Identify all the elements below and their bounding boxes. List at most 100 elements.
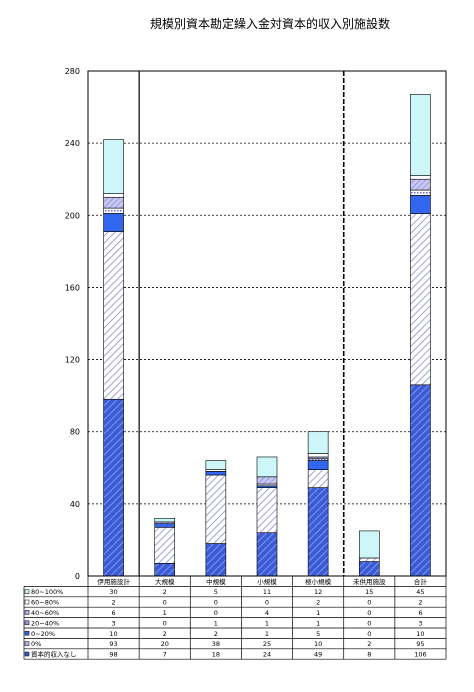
category-label: 伊用施設計 xyxy=(97,577,130,586)
y-tick-label: 0 xyxy=(75,572,80,581)
category-label: 未供用施設 xyxy=(353,577,386,586)
y-tick-label: 240 xyxy=(65,139,80,148)
category-label: 極小規模 xyxy=(305,577,332,586)
table-cell: 11 xyxy=(263,588,271,596)
table-cell: 7 xyxy=(163,651,167,659)
table-cell: 0 xyxy=(367,619,371,627)
table-cell: 45 xyxy=(416,588,424,596)
bar-segment xyxy=(256,487,278,534)
bar-segment xyxy=(205,543,227,577)
bar-segment xyxy=(358,561,380,577)
y-tick-label: 40 xyxy=(70,500,80,509)
bar-segment xyxy=(307,487,329,577)
table-cell: 0 xyxy=(265,599,269,607)
table-cell: 18 xyxy=(212,651,220,659)
group-separators xyxy=(138,71,345,576)
bar-segment xyxy=(410,175,431,180)
bar-segment xyxy=(256,532,278,577)
bar-segment xyxy=(205,474,227,544)
bar-segment xyxy=(410,213,431,386)
table-cell: 5 xyxy=(316,630,320,638)
table-cell: 0 xyxy=(214,599,218,607)
y-tick-label: 80 xyxy=(70,428,80,437)
bar-segment xyxy=(307,469,329,488)
legend-label: 60~80% xyxy=(31,599,59,607)
table-cell: 2 xyxy=(418,599,422,607)
table-cell: 30 xyxy=(109,588,117,596)
table-cell: 0 xyxy=(367,609,371,617)
table-cell: 95 xyxy=(416,640,424,648)
table-cell: 1 xyxy=(163,609,167,617)
gridlines xyxy=(88,70,446,505)
table-cell: 1 xyxy=(265,630,269,638)
bar-segment xyxy=(410,195,431,214)
table-cell: 0 xyxy=(367,630,371,638)
table-cell: 3 xyxy=(112,619,116,627)
legend-label: 40~60% xyxy=(31,609,59,617)
bar-segment xyxy=(103,193,124,198)
bar-segment xyxy=(410,94,431,176)
table-cell: 1 xyxy=(265,619,269,627)
table-cell: 0 xyxy=(163,619,167,627)
bar-segment xyxy=(410,189,431,196)
bar-segment xyxy=(410,384,431,577)
table-cell: 10 xyxy=(314,640,322,648)
category-label: 小規模 xyxy=(257,577,277,586)
bar-segment xyxy=(205,471,227,476)
legend-swatch xyxy=(24,610,30,615)
category-label: 大規模 xyxy=(155,577,175,586)
bars xyxy=(103,94,431,577)
bar-segment xyxy=(103,196,124,209)
legend-swatch xyxy=(24,599,30,605)
legend-label: 80~100% xyxy=(31,588,63,596)
table-cell: 6 xyxy=(112,609,116,617)
table-cell: 98 xyxy=(109,651,117,659)
legend-swatch xyxy=(24,620,30,626)
legend-swatch xyxy=(24,630,30,636)
table-cell: 15 xyxy=(365,588,373,596)
legend-swatch xyxy=(24,641,30,646)
table-cell: 4 xyxy=(265,609,269,617)
bar-segment xyxy=(307,460,329,470)
table-cell: 2 xyxy=(112,599,116,607)
table-cell: 49 xyxy=(314,651,322,659)
table-cell: 2 xyxy=(316,599,320,607)
bar-segment xyxy=(103,231,124,400)
category-label: 中規模 xyxy=(206,577,226,586)
y-tick-label: 200 xyxy=(65,211,80,220)
bar-segment xyxy=(358,530,380,559)
table-cell: 6 xyxy=(418,609,422,617)
table-cell: 0 xyxy=(367,599,371,607)
table-cell: 2 xyxy=(163,588,167,596)
table-cell: 24 xyxy=(263,651,271,659)
bar-segment xyxy=(256,476,278,485)
legend-swatch xyxy=(24,589,30,594)
bar-segment xyxy=(307,453,329,458)
table-cell: 3 xyxy=(418,619,422,627)
table-cell: 2 xyxy=(214,630,218,638)
legend-label: 資本的収入なし xyxy=(31,650,77,659)
table-cell: 1 xyxy=(214,619,218,627)
y-tick-label: 120 xyxy=(65,356,80,365)
y-tick-label: 280 xyxy=(65,67,80,76)
y-tick-label: 160 xyxy=(65,283,80,292)
table-cell: 0 xyxy=(163,599,167,607)
category-label: 合計 xyxy=(414,577,428,586)
table-cell: 38 xyxy=(212,640,220,648)
table-cell: 106 xyxy=(414,651,426,659)
table-cell: 10 xyxy=(109,630,117,638)
legend-label: 0% xyxy=(31,640,41,648)
table-cell: 8 xyxy=(367,651,371,659)
bar-segment xyxy=(103,398,124,577)
bar-segment xyxy=(154,563,176,577)
bar-segment xyxy=(103,213,124,232)
table-cell: 0 xyxy=(214,609,218,617)
bar-segment xyxy=(103,207,124,214)
bar-segment xyxy=(103,139,124,194)
table-cell: 5 xyxy=(214,588,218,596)
table-cell: 1 xyxy=(316,609,320,617)
y-tick-labels: 0 40 80 120 160 200 240 280 xyxy=(65,67,80,581)
bar-segment xyxy=(256,456,278,478)
